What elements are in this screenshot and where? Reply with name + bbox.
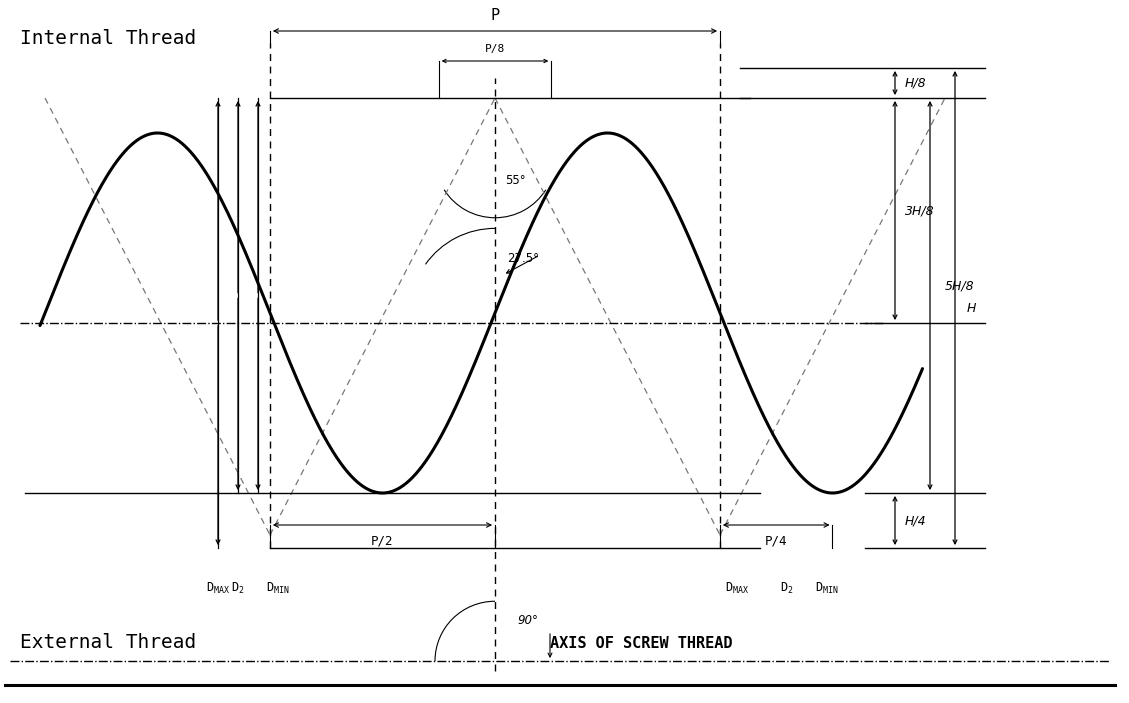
- Text: 5H/8: 5H/8: [945, 279, 974, 292]
- Text: $\mathregular{D_2}$: $\mathregular{D_2}$: [231, 581, 245, 595]
- Text: External Thread: External Thread: [20, 633, 196, 652]
- Text: H/4: H/4: [905, 514, 927, 527]
- Text: 3H/8: 3H/8: [905, 204, 935, 217]
- Text: $\mathregular{D_2}$: $\mathregular{D_2}$: [780, 581, 794, 595]
- Text: P/8: P/8: [484, 44, 505, 54]
- Text: Internal Thread: Internal Thread: [20, 29, 196, 48]
- Text: $\mathregular{D_{MIN}}$: $\mathregular{D_{MIN}}$: [266, 581, 289, 595]
- Text: H: H: [968, 302, 977, 314]
- Text: P: P: [490, 8, 499, 23]
- Text: 27.5°: 27.5°: [507, 252, 539, 264]
- Text: P/2: P/2: [371, 535, 394, 548]
- Text: 55°: 55°: [505, 174, 526, 186]
- Text: P/4: P/4: [765, 535, 788, 548]
- Text: AXIS OF SCREW THREAD: AXIS OF SCREW THREAD: [550, 636, 733, 650]
- Text: $\mathregular{D_{MAX}}$: $\mathregular{D_{MAX}}$: [205, 581, 230, 595]
- Text: $\mathregular{D_{MAX}}$: $\mathregular{D_{MAX}}$: [725, 581, 749, 595]
- Text: 90°: 90°: [517, 614, 537, 628]
- Text: $\mathregular{D_{MIN}}$: $\mathregular{D_{MIN}}$: [815, 581, 839, 595]
- Text: H/8: H/8: [905, 77, 927, 89]
